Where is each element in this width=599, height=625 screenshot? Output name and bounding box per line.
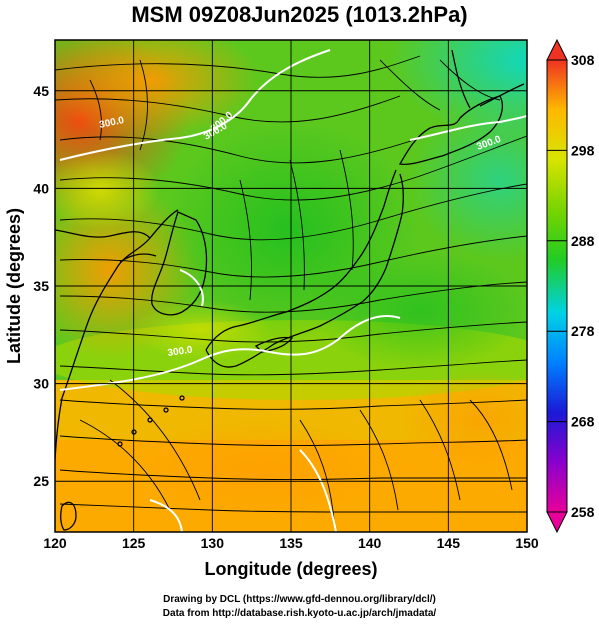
plot-frame [54, 39, 528, 533]
colorbar-top-triangle [546, 38, 568, 61]
longitude-tick-label: 120 [43, 535, 67, 551]
colorbar-bottom-triangle [546, 511, 568, 534]
latitude-tick-label: 35 [33, 278, 49, 294]
colorbar-tick-label: 298 [571, 142, 595, 158]
colorbar-tick-label: 268 [571, 414, 595, 430]
colorbar-tick-label: 288 [571, 233, 595, 249]
longitude-tick-label: 145 [437, 535, 461, 551]
y-axis-label: Latitude (degrees) [4, 208, 24, 364]
colorbar-bar [546, 59, 568, 513]
longitude-tick-label: 125 [122, 535, 146, 551]
latitude-tick-label: 25 [33, 473, 49, 489]
page-title: MSM 09Z08Jun2025 (1013.2hPa) [131, 2, 468, 27]
coastlines [55, 49, 525, 531]
temperature-field-plot: 300.0 300.0 300.0 300.0 300.0 [55, 40, 527, 532]
credit-drawing: Drawing by DCL (https://www.gfd-dennou.o… [163, 594, 436, 605]
latitude-tick-label: 40 [33, 180, 49, 196]
colorbar-tick-label: 308 [571, 52, 595, 68]
latitude-tick-label: 45 [33, 83, 49, 99]
contour-label: 300.0 [167, 345, 194, 359]
longitude-tick-label: 130 [201, 535, 225, 551]
contour-300 [59, 49, 527, 532]
longitude-ticks: 120 125 130 135 140 145 150 [43, 535, 539, 551]
longitude-tick-label: 135 [279, 535, 303, 551]
longitude-tick-label: 140 [358, 535, 382, 551]
colorbar-tick-label: 278 [571, 323, 595, 339]
colorbar-tick-label: 258 [571, 504, 595, 520]
latitude-tick-label: 30 [33, 376, 49, 392]
graticule [55, 40, 527, 532]
longitude-tick-label: 150 [515, 535, 539, 551]
contour-label: 300.0 [98, 115, 125, 131]
credit-data-source: Data from http://database.rish.kyoto-u.a… [162, 608, 437, 619]
colorbar: 308 298 288 278 268 258 [546, 38, 595, 534]
x-axis-label: Longitude (degrees) [204, 559, 377, 579]
latitude-ticks: 25 30 35 40 45 [33, 83, 49, 489]
